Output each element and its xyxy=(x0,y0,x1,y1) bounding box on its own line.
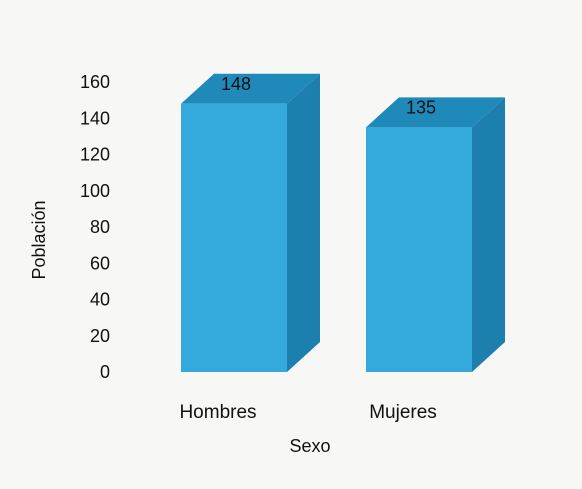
y-tick-label: 0 xyxy=(100,362,110,382)
bar-front-face xyxy=(181,103,287,372)
y-tick-label: 20 xyxy=(90,326,110,346)
y-tick-label: 60 xyxy=(90,253,110,273)
bar-top-face xyxy=(181,73,320,104)
y-tick-label: 100 xyxy=(80,181,110,201)
bar-side-face xyxy=(287,73,320,372)
bar-mujeres xyxy=(366,97,505,372)
x-axis-label: Sexo xyxy=(289,436,330,456)
bar-top-face xyxy=(366,97,505,128)
bars xyxy=(181,73,505,372)
data-labels: 148 135 xyxy=(221,74,436,118)
bar-hombres xyxy=(181,73,320,372)
bar-side-face xyxy=(472,97,505,372)
y-tick-label: 160 xyxy=(80,72,110,92)
data-label: 135 xyxy=(406,97,436,117)
y-axis-label: Población xyxy=(29,200,49,279)
category-label: Hombres xyxy=(179,402,256,423)
y-tick-label: 80 xyxy=(90,217,110,237)
y-tick-label: 140 xyxy=(80,108,110,128)
y-axis-ticks: 0 20 40 60 80 100 120 140 160 xyxy=(80,72,110,382)
y-tick-label: 120 xyxy=(80,145,110,165)
category-labels: Hombres Mujeres xyxy=(179,402,436,423)
bar-front-face xyxy=(366,127,472,372)
y-tick-label: 40 xyxy=(90,290,110,310)
data-label: 148 xyxy=(221,74,251,94)
category-label: Mujeres xyxy=(369,402,437,423)
